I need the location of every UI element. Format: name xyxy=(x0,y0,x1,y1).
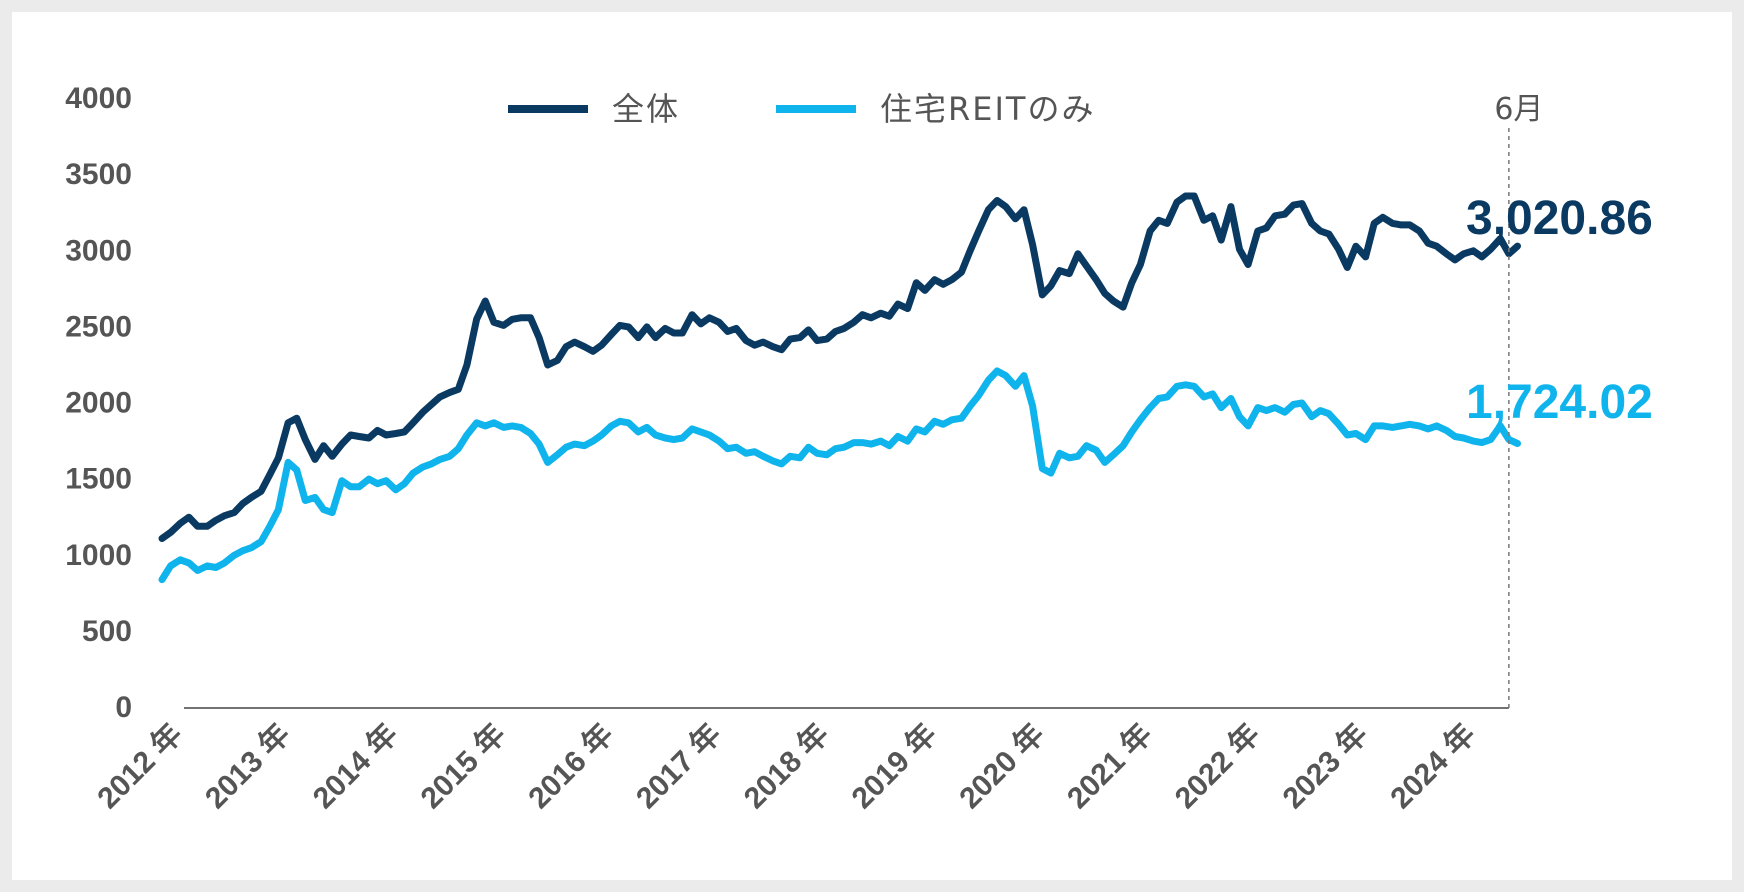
x-axis: 2012 年 2013 年 2014 年 2015 年 2016 年 2017 年 2018… xyxy=(91,707,1509,816)
y-tick-label: 500 xyxy=(82,615,132,648)
series-lines xyxy=(158,192,1521,584)
x-tick-label: 2012 年 xyxy=(91,718,189,816)
x-tick-label: 2014 年 xyxy=(307,718,405,816)
x-tick-label: 2016 年 xyxy=(522,718,620,816)
y-tick-label: 3000 xyxy=(65,234,132,267)
y-tick-label: 1000 xyxy=(65,539,132,572)
y-tick-label: 0 xyxy=(115,691,132,724)
end-value-residential: 1,724.02 xyxy=(1466,376,1653,429)
series-line-total xyxy=(158,192,1521,542)
x-tick-label: 2021 年 xyxy=(1061,718,1159,816)
legend: 全体 住宅REITのみ xyxy=(508,90,1095,128)
x-tick-label: 2013 年 xyxy=(199,718,297,816)
y-tick-label: 1500 xyxy=(65,463,132,496)
end-value-labels: 3,020.86 1,724.02 xyxy=(1466,192,1653,429)
series-line-residential xyxy=(158,367,1521,584)
x-tick-label: 2023 年 xyxy=(1277,718,1375,816)
x-tick-label: 2018 年 xyxy=(738,718,836,816)
y-tick-label: 3500 xyxy=(65,158,132,191)
y-tick-label: 2000 xyxy=(65,387,132,420)
y-tick-label: 2500 xyxy=(65,310,132,343)
x-tick-label: 2015 年 xyxy=(415,718,513,816)
end-marker-month-label: 6月 xyxy=(1494,92,1543,127)
legend-label-residential: 住宅REITのみ xyxy=(880,90,1095,128)
x-tick-label: 2017 年 xyxy=(630,718,728,816)
end-value-total: 3,020.86 xyxy=(1466,192,1653,245)
x-tick-label: 2019 年 xyxy=(846,718,944,816)
y-tick-label: 4000 xyxy=(65,82,132,115)
x-tick-label: 2022 年 xyxy=(1169,718,1267,816)
x-tick-label: 2020 年 xyxy=(953,718,1051,816)
y-axis: 4000 3500 3000 2500 2000 1500 1000 500 0 xyxy=(65,82,132,724)
legend-label-total: 全体 xyxy=(612,90,680,128)
x-tick-label: 2024 年 xyxy=(1384,718,1482,816)
